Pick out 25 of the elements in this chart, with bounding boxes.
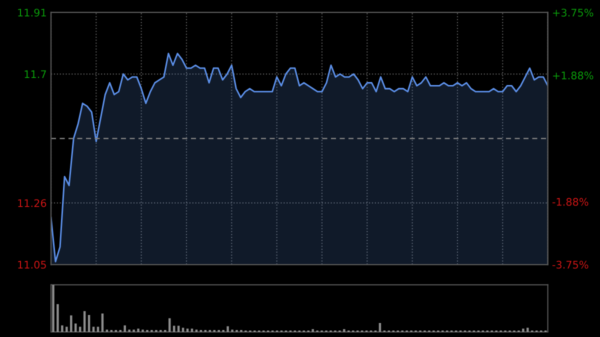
bar bbox=[226, 326, 229, 332]
bar bbox=[190, 328, 194, 332]
y2-tick-label: +3.75% bbox=[553, 8, 594, 17]
bar bbox=[186, 328, 189, 332]
bar bbox=[312, 329, 314, 332]
bar bbox=[182, 328, 184, 332]
bar bbox=[137, 328, 140, 332]
y2-tick-label: +1.88% bbox=[553, 72, 594, 80]
bar bbox=[522, 328, 524, 332]
bar bbox=[56, 304, 59, 332]
y-tick-label: 11.05 bbox=[18, 260, 46, 269]
bar bbox=[124, 325, 126, 332]
y-tick-label: 11.91 bbox=[18, 8, 46, 17]
bar bbox=[101, 314, 104, 332]
bar bbox=[66, 326, 68, 332]
bar bbox=[83, 311, 86, 332]
y-tick-label: 11.7 bbox=[24, 70, 46, 78]
bar bbox=[378, 322, 382, 332]
y2-tick-label: -3.75% bbox=[552, 260, 588, 269]
bar bbox=[61, 325, 64, 332]
bar bbox=[526, 328, 529, 332]
bar bbox=[343, 329, 346, 332]
y2-tick-label: -1.88% bbox=[552, 198, 588, 206]
y-tick-label: 11.26 bbox=[18, 199, 46, 208]
bar bbox=[70, 315, 72, 332]
